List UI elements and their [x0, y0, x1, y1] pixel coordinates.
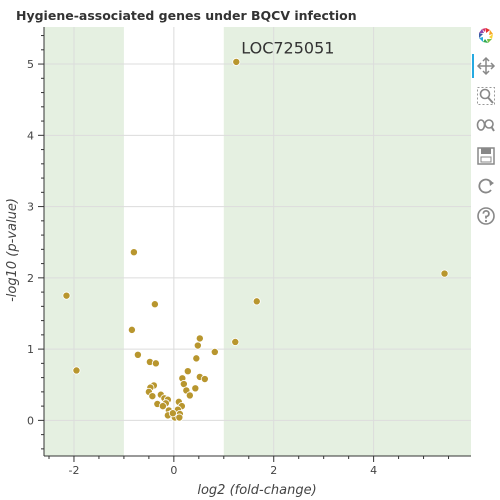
data-point — [158, 402, 167, 411]
y-tick-label: 1 — [27, 343, 34, 356]
y-tick-label: 0 — [27, 414, 34, 427]
tick-labels: -2 0 2 4 0 1 2 3 4 5 — [27, 58, 377, 477]
data-point — [183, 367, 192, 376]
y-tick-label: 3 — [27, 201, 34, 214]
data-point — [150, 300, 159, 309]
data-point — [252, 297, 261, 306]
shaded-region-0 — [44, 27, 124, 456]
data-point — [231, 337, 240, 346]
x-tick-label: -2 — [68, 464, 79, 477]
shaded-region-1 — [223, 27, 471, 456]
help-tool[interactable] — [474, 204, 498, 228]
reset-tool[interactable] — [474, 174, 498, 198]
data-point — [440, 269, 449, 278]
data-point — [200, 375, 209, 384]
data-point — [195, 334, 204, 343]
bokeh-logo-icon — [479, 28, 493, 43]
data-point — [133, 350, 142, 359]
bokeh-logo[interactable] — [474, 24, 498, 48]
y-tick-label: 2 — [27, 272, 34, 285]
wheel-zoom-icon — [476, 119, 495, 132]
data-point — [129, 248, 138, 257]
x-axis-label: log2 (fold-change) — [197, 483, 316, 498]
data-point — [185, 391, 194, 400]
data-points — [62, 57, 449, 422]
data-point — [175, 413, 184, 422]
plot-toolbar — [470, 24, 500, 264]
axes — [38, 27, 471, 462]
data-point — [151, 359, 160, 368]
x-tick-label: 4 — [370, 464, 377, 477]
gridlines — [44, 27, 471, 456]
chart-title: Hygiene-associated genes under BQCV infe… — [16, 8, 357, 23]
data-point — [232, 57, 241, 66]
save-tool[interactable] — [474, 144, 498, 168]
annotations: LOC725051 — [241, 38, 334, 57]
y-tick-label: 4 — [27, 129, 34, 142]
y-axis-label: -log10 (p-value) — [5, 198, 20, 302]
x-tick-label: 2 — [270, 464, 277, 477]
help-icon — [477, 207, 495, 225]
pan-icon — [476, 56, 496, 76]
y-tick-label: 5 — [27, 58, 34, 71]
box-zoom-icon — [477, 87, 495, 105]
point-annotation: LOC725051 — [241, 38, 334, 57]
box-zoom-tool[interactable] — [474, 84, 498, 108]
reset-icon — [478, 178, 494, 194]
data-point — [210, 347, 219, 356]
data-point — [192, 354, 201, 363]
data-point — [191, 384, 200, 393]
significance-regions — [44, 27, 471, 456]
data-point — [127, 325, 136, 334]
wheel-zoom-tool[interactable] — [474, 114, 498, 138]
data-point — [148, 392, 157, 401]
pan-tool[interactable] — [472, 54, 498, 78]
save-icon — [477, 147, 495, 165]
x-tick-label: 0 — [170, 464, 177, 477]
data-point — [72, 366, 81, 375]
data-point — [168, 409, 177, 418]
data-point — [193, 341, 202, 350]
data-point — [62, 291, 71, 300]
